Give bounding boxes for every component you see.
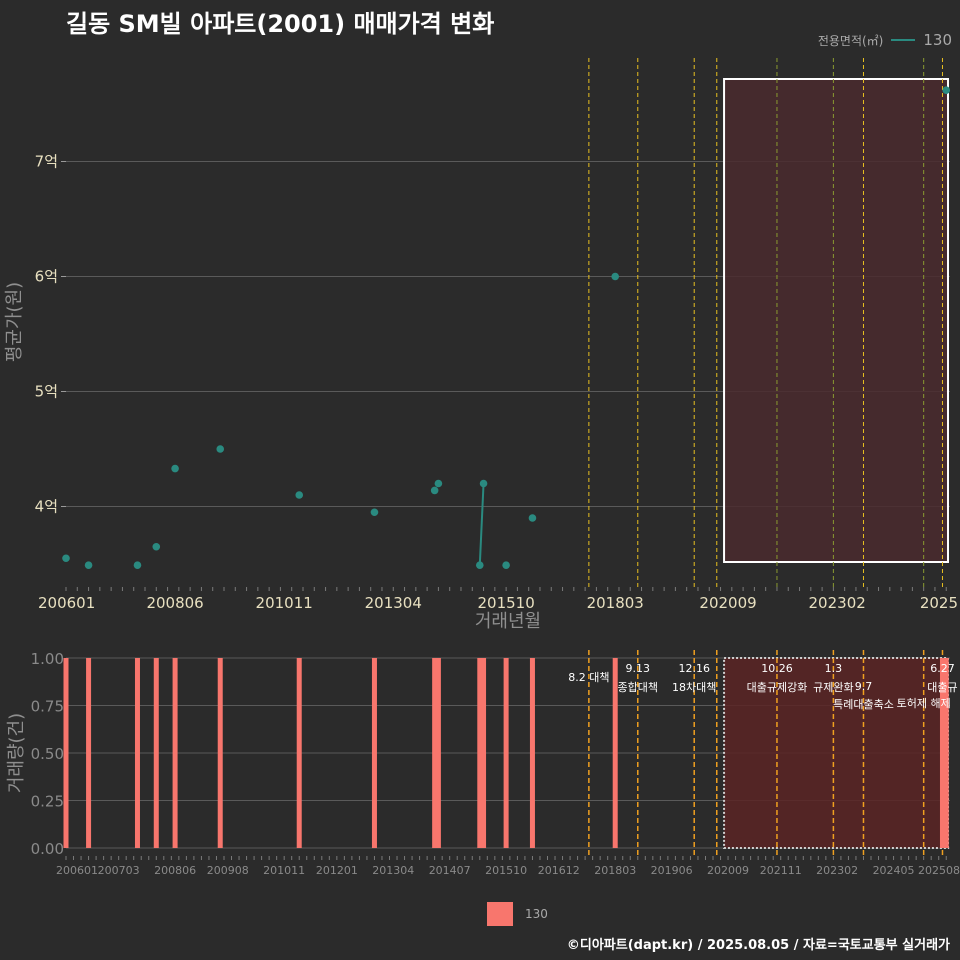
price-point bbox=[611, 272, 620, 281]
price-point bbox=[528, 514, 537, 522]
volume-bar bbox=[296, 658, 302, 848]
price-point bbox=[216, 445, 225, 453]
volume-bar bbox=[172, 658, 178, 848]
price-point bbox=[62, 554, 70, 563]
y-axis-title: 평균가(원) bbox=[4, 282, 25, 362]
y-tick-label: 4억 bbox=[35, 498, 58, 516]
legend-title: 전용면적(㎡) bbox=[817, 33, 884, 48]
volume-bar bbox=[86, 658, 92, 848]
bar-x-tick-label: 200908 bbox=[207, 864, 249, 877]
chart-title: 길동 SM빌 아파트(2001) 매매가격 변화 bbox=[66, 10, 495, 38]
x-axis-title: 거래년월 bbox=[475, 611, 541, 632]
price-point bbox=[171, 464, 179, 473]
volume-bar bbox=[134, 658, 140, 848]
bar-x-tick-label: 201011 bbox=[263, 864, 305, 877]
bar-y-tick-label: 0.25 bbox=[31, 793, 64, 811]
bar-x-tick-label: 201201 bbox=[316, 864, 358, 877]
volume-bar bbox=[217, 658, 223, 848]
price-point bbox=[295, 491, 304, 499]
bar-x-tick-label: 201612 bbox=[538, 864, 580, 877]
price-point bbox=[942, 86, 951, 94]
bar-y-tick-label: 0.75 bbox=[31, 698, 64, 716]
bar-x-tick-label: 200601 bbox=[56, 864, 98, 877]
x-tick-label: 202302 bbox=[809, 594, 866, 612]
policy-annotation: 12.16 bbox=[678, 662, 710, 675]
price-point bbox=[430, 486, 439, 495]
policy-annotation: 8.2 대책 bbox=[568, 671, 609, 684]
price-point bbox=[475, 561, 484, 569]
bar-y-tick-label: 1.00 bbox=[31, 650, 64, 668]
x-tick-label: 201803 bbox=[587, 594, 644, 612]
price-series-line bbox=[478, 483, 485, 566]
x-tick-label: 200601 bbox=[38, 594, 95, 612]
policy-annotation: 대출규제강화 bbox=[747, 681, 808, 694]
volume-bar bbox=[943, 658, 949, 848]
volume-bar bbox=[529, 658, 535, 848]
legend-label: 130 bbox=[923, 31, 952, 49]
y-tick-label: 5억 bbox=[35, 383, 58, 401]
volume-bar bbox=[481, 658, 487, 848]
policy-annotation: 규제완화 bbox=[813, 681, 853, 694]
policy-annotation: 1.3 bbox=[825, 662, 843, 675]
bar-x-tick-label: 201803 bbox=[594, 864, 636, 877]
bar-legend-label: 130 bbox=[525, 907, 548, 921]
volume-bar bbox=[432, 658, 438, 848]
policy-annotation: 10.26 bbox=[761, 662, 793, 675]
x-tick-label: 202009 bbox=[699, 594, 756, 612]
legend-line-swatch bbox=[891, 39, 916, 41]
price-point bbox=[502, 561, 510, 569]
bar-y-tick-label: 0.50 bbox=[31, 745, 64, 763]
volume-bar bbox=[503, 658, 509, 848]
bar-x-tick-label: 202111 bbox=[760, 864, 802, 877]
volume-bar bbox=[435, 658, 441, 848]
bar-legend-swatch bbox=[487, 902, 513, 926]
bar-x-tick-label: 201304 bbox=[372, 864, 414, 877]
policy-annotation: 종합대책 bbox=[618, 681, 658, 694]
price-point bbox=[434, 479, 443, 488]
volume-bar bbox=[371, 658, 377, 848]
policy-annotation: 토허제 해제 bbox=[897, 696, 951, 710]
highlight-region bbox=[723, 78, 949, 563]
bar-x-tick-label: 202009 bbox=[707, 864, 749, 877]
price-point bbox=[84, 561, 93, 569]
x-tick-label: 200806 bbox=[146, 594, 203, 612]
y-tick-label: 6억 bbox=[35, 268, 58, 286]
volume-bar bbox=[939, 658, 945, 848]
bar-highlight-region bbox=[723, 657, 949, 849]
bar-x-tick-label: 201906 bbox=[651, 864, 693, 877]
x-tick-label: 201510 bbox=[477, 594, 534, 612]
policy-annotation: 9.7 bbox=[855, 680, 873, 693]
volume-bar bbox=[612, 658, 618, 848]
bar-legend: 130 bbox=[487, 902, 548, 926]
bar-x-tick-label: 202508 bbox=[918, 864, 960, 877]
x-tick-label: 201304 bbox=[365, 594, 422, 612]
bar-x-tick-label: 200806 bbox=[154, 864, 196, 877]
price-point bbox=[133, 561, 142, 569]
bar-x-tick-label: 201407 bbox=[429, 864, 471, 877]
volume-bar bbox=[153, 658, 159, 848]
x-tick-label: 201011 bbox=[256, 594, 313, 612]
policy-annotation: 6.27 bbox=[930, 662, 955, 675]
policy-annotation: 9.13 bbox=[626, 662, 651, 675]
volume-bar bbox=[63, 658, 69, 848]
legend-area: 전용면적(㎡) 130 bbox=[818, 30, 952, 50]
footer-credit: ©디아파트(dapt.kr) / 2025.08.05 / 자료=국토교통부 실… bbox=[566, 938, 950, 953]
price-point bbox=[370, 508, 379, 517]
bar-x-tick-label: 201510 bbox=[485, 864, 527, 877]
policy-annotation: 대출규 bbox=[927, 681, 957, 694]
price-point bbox=[479, 479, 488, 488]
volume-bar bbox=[477, 658, 483, 848]
bar-y-axis-title: 거래량(건) bbox=[6, 713, 27, 793]
bar-x-tick-label: 200703 bbox=[98, 864, 140, 877]
bar-x-tick-label: 202405 bbox=[873, 864, 915, 877]
policy-annotation: 특례대출축소 bbox=[833, 698, 894, 711]
bar-x-tick-label: 202302 bbox=[816, 864, 858, 877]
y-tick-label: 7억 bbox=[35, 153, 58, 171]
price-point bbox=[152, 542, 161, 551]
bar-y-tick-label: 0.00 bbox=[31, 840, 64, 858]
x-tick-label: 2025 bbox=[920, 594, 958, 612]
policy-annotation: 18차대책 bbox=[672, 681, 716, 694]
